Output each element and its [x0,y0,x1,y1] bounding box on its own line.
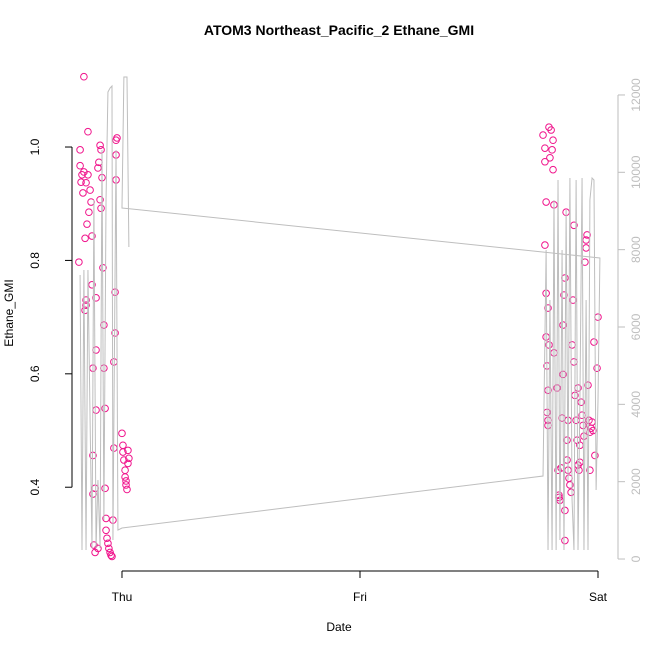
point [86,186,94,194]
y2-tick-label: 4000 [629,391,643,418]
point [94,164,102,172]
point [541,241,549,249]
x-tick-label: Sat [589,590,608,604]
point [77,178,85,186]
point [101,484,109,493]
point [544,386,552,395]
point [119,448,127,456]
point [97,204,105,213]
point [80,72,88,81]
point [76,146,84,154]
point [549,165,557,174]
y-tick-label: 0.6 [28,365,42,382]
point [566,481,574,489]
point [593,364,601,372]
altitude-line [79,76,601,551]
point [105,544,113,553]
point [118,429,126,438]
point [547,126,555,134]
point [548,146,556,154]
point [88,232,96,240]
y-axis-label: Ethane_GMI [2,279,16,346]
x-tick-label: Fri [353,590,367,604]
y2-tick-label: 12000 [629,78,643,112]
point [84,127,92,136]
point [102,514,110,523]
point [107,551,115,560]
y2-tick-label: 0 [629,555,643,562]
point [112,136,120,145]
point [586,466,594,475]
point [102,526,110,535]
point [94,544,102,553]
point [541,157,549,166]
x-tick-label: Thu [112,590,133,604]
point [82,178,90,187]
point [81,234,89,243]
point [577,398,585,406]
y2-tick-label: 10000 [629,155,643,189]
y-tick-label: 0.4 [28,479,42,496]
y-tick-label: 1.0 [28,138,42,155]
point [549,136,557,145]
point [82,301,90,310]
point [544,304,552,312]
point [560,291,568,299]
point [103,534,111,543]
point [88,280,96,289]
point [589,426,597,435]
y2-tick-label: 6000 [629,313,643,340]
point [97,146,105,154]
point [79,189,87,197]
point [590,338,598,346]
point [542,198,550,206]
point [591,451,599,460]
point [76,161,84,170]
point [541,144,549,152]
point [85,208,93,217]
point [124,459,132,468]
y2-tick-label: 2000 [629,468,643,495]
point [104,539,112,548]
point [92,294,100,302]
point [122,477,130,485]
point [583,231,591,239]
point [123,485,131,494]
point [561,506,569,515]
point [539,131,547,139]
point [108,552,116,561]
point [545,341,553,349]
point [82,296,90,304]
x-axis-label: Date [326,620,352,634]
point [83,220,91,228]
point [125,454,133,463]
point [75,258,83,266]
point [96,141,104,150]
y-tick-label: 0.8 [28,252,42,269]
chart-title: ATOM3 Northeast_Pacific_2 Ethane_GMI [204,22,474,38]
point [546,153,554,162]
point [561,536,569,545]
y2-tick-label: 8000 [629,236,643,263]
point [122,481,130,489]
point [121,473,129,481]
point [124,446,132,455]
point [584,381,592,389]
point [84,171,92,179]
point [100,321,108,329]
point [96,195,104,204]
point [89,490,97,498]
